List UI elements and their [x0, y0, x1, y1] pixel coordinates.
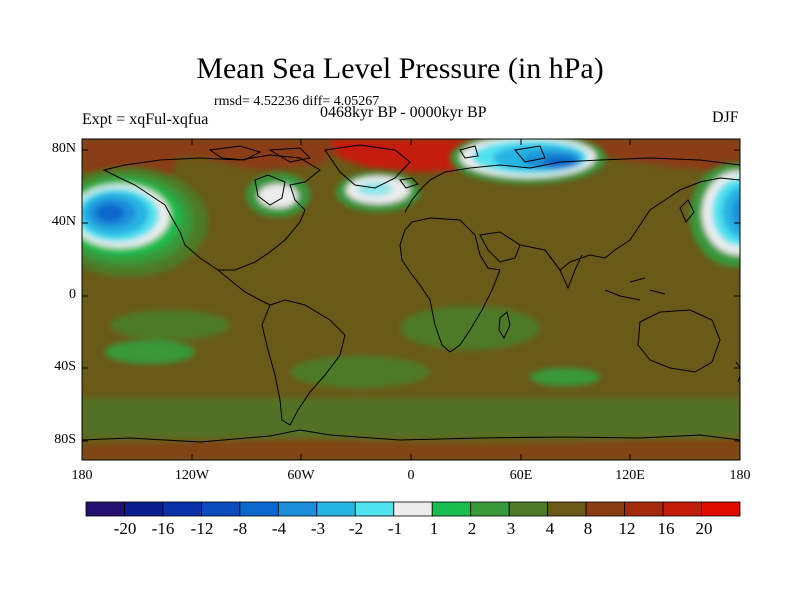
period-label: 0468kyr BP - 0000kyr BP — [320, 104, 487, 121]
new-zealand — [735, 361, 740, 383]
colorbar-box — [431, 501, 472, 517]
colorbar-box — [201, 501, 241, 517]
antarctica-coast — [82, 429, 740, 443]
lon-label-180w: 180 — [71, 468, 93, 483]
arabia — [479, 231, 521, 263]
colorbar-box — [316, 501, 356, 517]
colorbar-label: -20 — [113, 519, 137, 538]
japan — [679, 199, 695, 223]
colorbar-box — [585, 501, 625, 517]
lon-label-180e: 180 — [729, 468, 751, 483]
colorbar-box — [124, 501, 164, 517]
colorbar — [85, 501, 741, 517]
nordic-seas-low — [450, 139, 606, 184]
greenland-high — [330, 139, 470, 172]
lat-label-0: 0 — [69, 287, 76, 302]
colorbar-label: 12 — [618, 519, 636, 538]
south-atlantic-band — [290, 356, 430, 388]
colorbar-label: 16 — [657, 519, 675, 538]
pressure-field — [82, 139, 740, 460]
colorbar-box — [354, 501, 395, 517]
colorbar-box — [508, 501, 549, 517]
southern-ocean-band — [82, 398, 740, 438]
colorbar-box — [277, 501, 318, 517]
svalbard-novaya-zemlya — [459, 145, 546, 163]
central-america — [217, 269, 271, 306]
asia-coast — [519, 177, 740, 271]
madagascar — [498, 311, 511, 340]
rmsd-diff-stats: rmsd= 4.52236 diff= 4.05267 — [214, 94, 380, 109]
colorbar-label: -4 — [271, 519, 287, 538]
axis-ticks — [81, 139, 741, 460]
colorbar-label: -12 — [190, 519, 214, 538]
south-pacific-band — [110, 310, 230, 340]
coastlines — [82, 144, 740, 443]
lon-label-60e: 60E — [509, 468, 533, 483]
colorbar-box — [547, 501, 587, 517]
hudson-bay — [254, 174, 286, 206]
colorbar-box — [239, 501, 279, 517]
lat-label-80s: 80S — [54, 432, 76, 447]
australia-coast — [637, 309, 721, 373]
colorbar-box — [85, 501, 125, 517]
season-label: DJF — [712, 109, 739, 126]
colorbar-box — [662, 501, 702, 517]
north-atlantic-low — [336, 172, 420, 212]
iceland — [399, 177, 419, 189]
lon-label-120e: 120E — [615, 468, 645, 483]
canadian-archipelago — [208, 145, 312, 163]
colorbar-box — [624, 501, 664, 517]
north-pacific-low-east — [690, 163, 740, 267]
indonesia — [604, 277, 666, 301]
lon-label-120w: 120W — [174, 468, 210, 483]
colorbar-label: -3 — [310, 519, 326, 538]
africa-coast — [399, 217, 501, 353]
greenland-coast — [324, 144, 411, 189]
lat-label-40n: 40N — [51, 214, 76, 229]
indian-ocean-band — [400, 306, 540, 350]
colorbar-box — [470, 501, 510, 517]
colorbar-label: 1 — [429, 519, 439, 538]
experiment-label: Expt = xqFul-xqfua — [82, 111, 209, 128]
lon-label-60w: 60W — [287, 468, 315, 483]
india — [544, 249, 583, 290]
colorbar-label: 20 — [695, 519, 713, 538]
lon-label-0: 0 — [407, 468, 415, 483]
colorbar-label: 2 — [467, 519, 477, 538]
south-pacific-low — [105, 340, 195, 364]
colorbar-box — [393, 501, 433, 517]
south-indian-low — [530, 368, 600, 386]
colorbar-label: -2 — [348, 519, 364, 538]
europe-coast — [404, 157, 740, 213]
siberia-high — [600, 139, 740, 172]
colorbar-label: -1 — [387, 519, 403, 538]
colorbar-label: -16 — [151, 519, 175, 538]
colorbar-label: 8 — [583, 519, 593, 538]
north-america-coast — [102, 154, 321, 271]
colorbar-label: -8 — [232, 519, 248, 538]
colorbar-label: 4 — [545, 519, 555, 538]
colorbar-box — [701, 501, 741, 517]
lat-label-40s: 40S — [54, 359, 76, 374]
plot-title: Mean Sea Level Pressure (in hPa) — [196, 52, 604, 85]
colorbar-box — [162, 501, 202, 517]
lat-label-80n: 80N — [51, 141, 76, 156]
south-america-coast — [261, 299, 346, 426]
antarctic-high-band — [82, 438, 740, 460]
colorbar-label: 3 — [506, 519, 516, 538]
